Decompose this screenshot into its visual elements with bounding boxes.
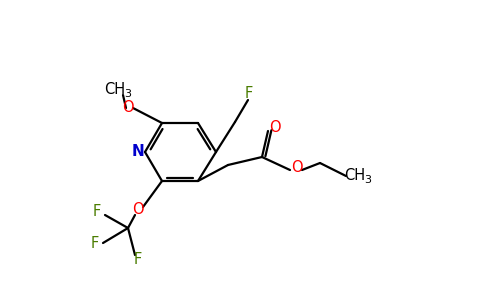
Text: F: F <box>245 86 253 101</box>
Text: O: O <box>132 202 144 217</box>
Text: O: O <box>269 121 281 136</box>
Text: CH: CH <box>345 167 365 182</box>
Text: 3: 3 <box>124 89 132 99</box>
Text: O: O <box>122 100 134 116</box>
Text: N: N <box>132 145 144 160</box>
Text: F: F <box>91 236 99 250</box>
Text: 3: 3 <box>364 175 372 185</box>
Text: O: O <box>291 160 303 175</box>
Text: F: F <box>93 205 101 220</box>
Text: F: F <box>134 253 142 268</box>
Text: CH: CH <box>105 82 125 98</box>
